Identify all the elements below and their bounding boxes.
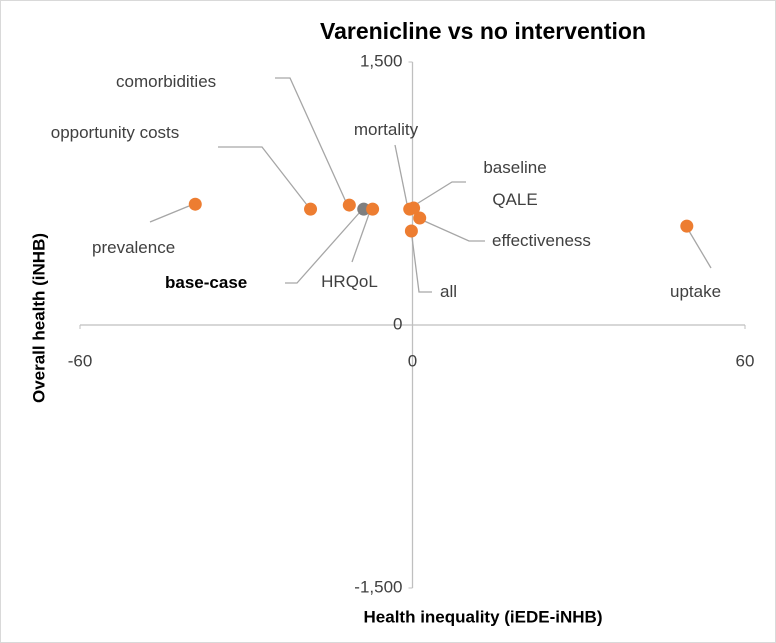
point-label: uptake bbox=[670, 282, 722, 301]
leader-line bbox=[421, 219, 485, 242]
point bbox=[304, 202, 318, 216]
point bbox=[188, 197, 202, 211]
x-tick-label: 60 bbox=[736, 351, 755, 370]
point bbox=[407, 201, 421, 215]
point bbox=[342, 198, 356, 212]
leader-line bbox=[275, 77, 347, 203]
point-label: comorbidities bbox=[116, 72, 217, 91]
leader-line bbox=[394, 144, 408, 205]
x-axis-label: Health inequality (iEDE-iNHB) bbox=[364, 607, 603, 626]
point-label: HRQoL bbox=[321, 272, 378, 291]
point-label: base-case bbox=[165, 273, 248, 292]
x-tick-label: -60 bbox=[68, 351, 93, 370]
point bbox=[404, 224, 418, 238]
leader-line bbox=[414, 181, 466, 206]
leader-line bbox=[218, 146, 308, 206]
x-tick-label: 0 bbox=[408, 351, 417, 370]
point bbox=[680, 219, 694, 233]
y-tick-label: 0 bbox=[393, 314, 402, 333]
point bbox=[413, 211, 427, 225]
chart-title: Varenicline vs no intervention bbox=[320, 18, 646, 44]
point bbox=[366, 202, 380, 216]
leader-line bbox=[411, 236, 432, 293]
point-label: prevalence bbox=[92, 238, 176, 257]
point-label: baseline QALE bbox=[483, 158, 547, 209]
point-label: opportunity costs bbox=[50, 123, 180, 142]
leader-line bbox=[149, 205, 190, 223]
y-tick-label: 1,500 bbox=[360, 51, 403, 70]
point-label: all bbox=[440, 282, 458, 301]
y-tick-label: -1,500 bbox=[354, 577, 402, 596]
leader-line bbox=[688, 230, 712, 269]
y-axis-label: Overall health (iNHB) bbox=[29, 233, 48, 403]
point-label: effectiveness bbox=[492, 231, 591, 250]
leader-line bbox=[351, 213, 370, 263]
point-label: mortality bbox=[353, 120, 419, 139]
leader-line bbox=[285, 211, 361, 284]
